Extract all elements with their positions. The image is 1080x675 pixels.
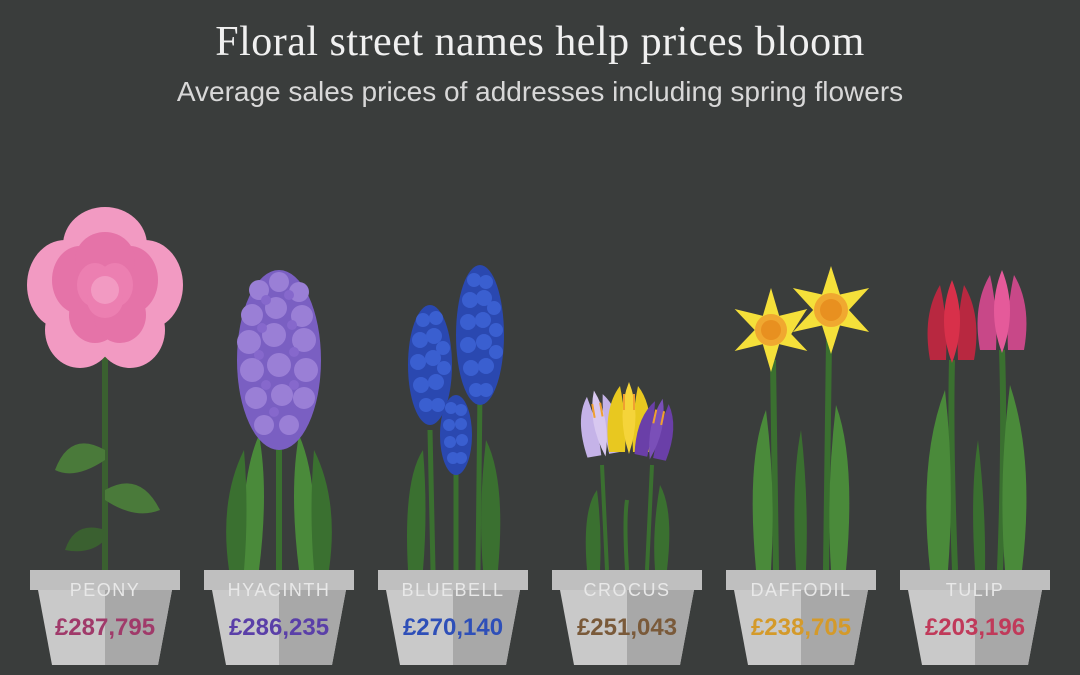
subtitle: Average sales prices of addresses includ… [0,76,1080,108]
label-hyacinth: HYACINTH [204,580,354,601]
title: Floral street names help prices bloom [0,18,1080,66]
label-peony: PEONY [30,580,180,601]
plant-tulip: TULIP £203,196 [890,240,1060,665]
label-daffodil: DAFFODIL [726,580,876,601]
price-tulip: £203,196 [900,614,1050,642]
crocus-icon [552,330,702,570]
pot-daffodil: DAFFODIL £238,705 [726,570,876,665]
pot-peony: PEONY £287,795 [30,570,180,665]
bluebell-icon [378,240,528,570]
plant-hyacinth: HYACINTH £286,235 [194,240,364,665]
tulip-icon [900,240,1050,570]
daffodil-icon [721,230,881,570]
label-bluebell: BLUEBELL [378,580,528,601]
header: Floral street names help prices bloom Av… [0,0,1080,108]
pot-hyacinth: HYACINTH £286,235 [204,570,354,665]
pot-tulip: TULIP £203,196 [900,570,1050,665]
plant-daffodil: DAFFODIL £238,705 [716,230,886,665]
pot-crocus: CROCUS £251,043 [552,570,702,665]
flower-row: PEONY £287,795 [0,190,1080,675]
price-crocus: £251,043 [552,614,702,642]
label-crocus: CROCUS [552,580,702,601]
hyacinth-icon [204,240,354,570]
plant-peony: PEONY £287,795 [20,190,190,665]
price-peony: £287,795 [30,614,180,642]
peony-icon [20,190,190,570]
price-bluebell: £270,140 [378,614,528,642]
plant-bluebell: BLUEBELL £270,140 [368,240,538,665]
label-tulip: TULIP [900,580,1050,601]
pot-bluebell: BLUEBELL £270,140 [378,570,528,665]
plant-crocus: CROCUS £251,043 [542,330,712,665]
price-hyacinth: £286,235 [204,614,354,642]
price-daffodil: £238,705 [726,614,876,642]
